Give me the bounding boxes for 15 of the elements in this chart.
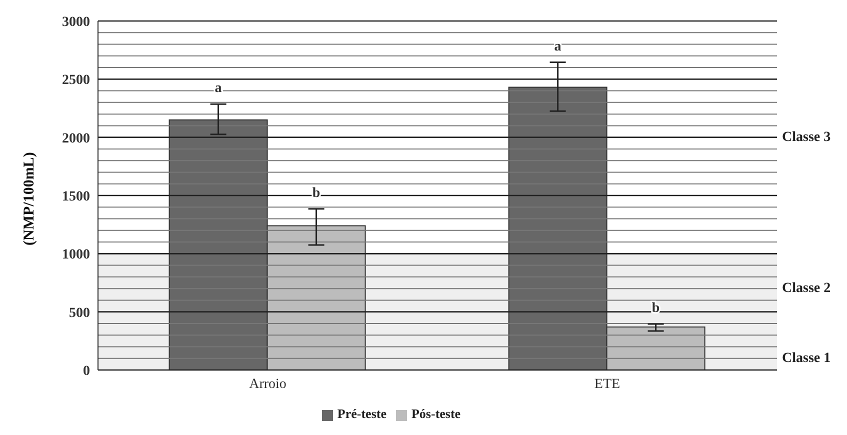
text: Classe 1 — [782, 351, 831, 367]
legend-label: Pré-teste — [337, 406, 386, 421]
y-tick-label: 2000 — [62, 131, 90, 146]
x-tick-label: Arroio — [249, 376, 286, 392]
y-tick-label: 2500 — [62, 73, 90, 88]
text: Classe 3 — [782, 130, 831, 146]
y-axis-title: (NMP/100mL) — [21, 152, 38, 246]
y-tick-label: 0 — [83, 364, 90, 379]
y-tick-label: 3000 — [62, 14, 90, 30]
y-tick-label: 1500 — [62, 189, 90, 204]
y-tick-label: 1000 — [62, 248, 90, 263]
y-tick-label: 500 — [69, 306, 90, 321]
text: Classe 2 — [782, 281, 831, 297]
x-tick-label: ETE — [594, 376, 620, 392]
legend-label: Pós-teste — [411, 406, 461, 421]
